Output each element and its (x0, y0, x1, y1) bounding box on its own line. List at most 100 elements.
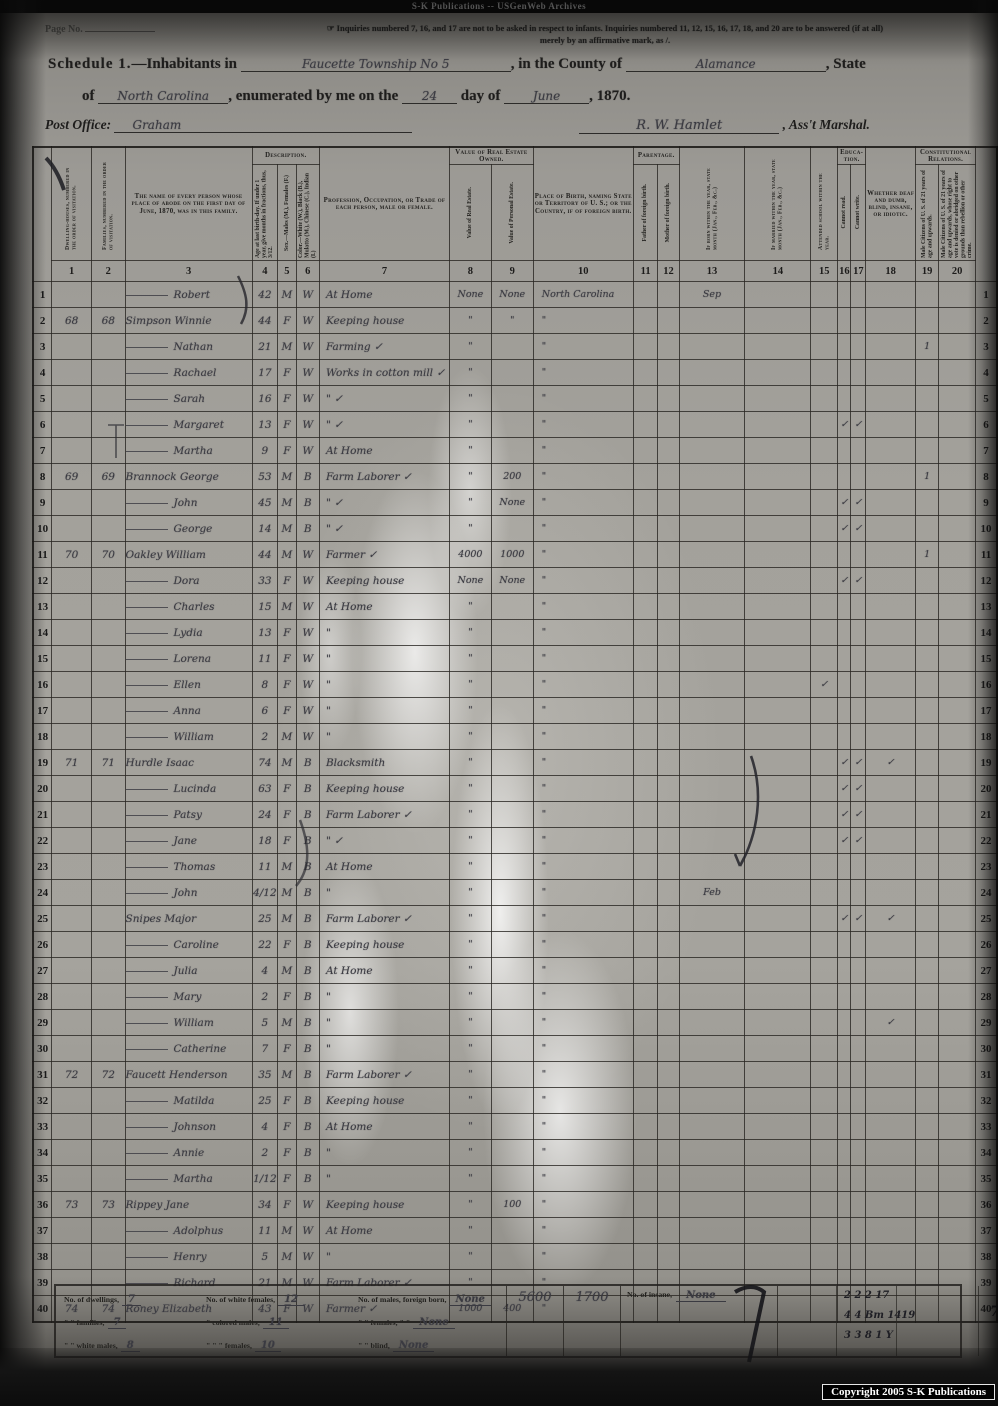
summary-pair: " " white males, 8 (64, 1339, 206, 1352)
column-header-15: Attended school within the year. (810, 146, 839, 261)
personal-estate-value: 1000 (490, 541, 534, 568)
occupation: Keeping house (318, 775, 450, 802)
age: 33 (251, 567, 279, 594)
family-number (91, 697, 126, 724)
mark-col-16 (837, 1113, 852, 1140)
occupation: " ✓ (318, 827, 450, 854)
table-row: 6Margaret13FW" ✓""✓✓6 (32, 411, 998, 438)
occupation: " (318, 1009, 450, 1036)
mark-col-12 (657, 541, 680, 568)
mark-col-18 (865, 593, 917, 620)
birthplace: " (532, 1113, 634, 1140)
mark-col-13 (678, 1217, 746, 1244)
dwelling-number: 73 (51, 1191, 93, 1218)
mark-col-11 (632, 541, 659, 568)
mark-col-12 (657, 1217, 680, 1244)
mark-col-16 (837, 879, 852, 906)
mark-col-12 (657, 905, 680, 932)
mark-col-19 (915, 437, 940, 464)
person-name: Simpson Winnie (124, 307, 253, 334)
sex: F (277, 697, 297, 724)
mark-col-15 (810, 619, 839, 646)
color: B (295, 463, 320, 490)
color: W (295, 593, 320, 620)
dwelling-number (51, 489, 93, 516)
column-header-4: Age at last birth-day. If under 1 year, … (251, 164, 279, 261)
mark-col-16 (837, 1217, 852, 1244)
mark-col-17 (850, 697, 867, 724)
person-name: Martha (124, 1165, 253, 1192)
mark-col-11 (632, 801, 659, 828)
mark-col-15 (810, 463, 839, 490)
person-name: Mary (124, 983, 253, 1010)
person-name: Roney Elizabeth (124, 1295, 253, 1323)
mark-col-16 (837, 1165, 852, 1192)
color: B (295, 1061, 320, 1088)
color: W (295, 723, 320, 750)
occupation: Keeping house (318, 931, 450, 958)
person-name: Patsy (124, 801, 253, 828)
birthplace: " (532, 307, 634, 334)
age: 43 (251, 1295, 279, 1323)
birthplace: " (532, 879, 634, 906)
mark-col-18 (865, 827, 917, 854)
mark-col-12 (657, 645, 680, 672)
color: B (295, 1009, 320, 1036)
column-group-header: Value of Real Estate Owned. (448, 146, 534, 165)
age: 18 (251, 827, 279, 854)
person-name: Rippey Jane (124, 1191, 253, 1218)
birthplace: " (532, 1035, 634, 1062)
mark-col-11 (632, 1191, 659, 1218)
mark-col-14 (744, 619, 812, 646)
mark-col-17 (850, 1217, 867, 1244)
table-row: 5Sarah16FW" ✓""5 (32, 385, 998, 412)
mark-col-18 (865, 359, 917, 386)
table-row: 7Martha9FWAt Home""7 (32, 437, 998, 464)
township-field: Faucette Township No 5 (240, 57, 511, 72)
occupation: Works in cotton mill ✓ (318, 359, 450, 386)
mark-col-19 (915, 775, 940, 802)
occupation: At Home (318, 281, 450, 308)
mark-col-15: ✓ (810, 671, 839, 698)
mark-col-19 (915, 1243, 940, 1270)
age: 44 (251, 307, 279, 334)
mark-col-13 (678, 1035, 746, 1062)
scribble-line-1: 2 2 2 17 (844, 1290, 890, 1301)
dwelling-number (51, 853, 93, 880)
real-estate-value: " (448, 411, 492, 438)
dwelling-number (51, 879, 93, 906)
age: 4/12 (251, 879, 279, 906)
mark-col-12 (657, 593, 680, 620)
person-name: John (124, 879, 253, 906)
age: 63 (251, 775, 279, 802)
mark-col-17 (850, 1061, 867, 1088)
color: W (295, 411, 320, 438)
family-number (91, 931, 126, 958)
mark-col-18 (865, 1165, 917, 1192)
mark-col-15 (810, 1191, 839, 1218)
mark-col-14 (744, 463, 812, 490)
mark-col-12 (657, 931, 680, 958)
person-name: Lucinda (124, 775, 253, 802)
mark-col-17 (850, 1087, 867, 1114)
summary-pair: No. of males, foreign born, None (358, 1294, 502, 1307)
mark-col-15 (810, 801, 839, 828)
mark-col-19 (915, 723, 940, 750)
color: W (295, 333, 320, 360)
day-field: 24 (401, 89, 457, 104)
color: B (295, 853, 320, 880)
birthplace: " (532, 515, 634, 542)
column-group-header: Description. (251, 146, 320, 165)
mark-col-14 (744, 853, 812, 880)
family-number (91, 983, 126, 1010)
mark-col-16 (837, 1269, 852, 1296)
mark-col-18 (865, 307, 917, 334)
mark-col-11 (632, 775, 659, 802)
age: 6 (251, 697, 279, 724)
dwelling-number: 68 (51, 307, 93, 334)
mark-col-15 (810, 359, 839, 386)
sex: M (277, 1009, 297, 1036)
color: B (295, 515, 320, 542)
